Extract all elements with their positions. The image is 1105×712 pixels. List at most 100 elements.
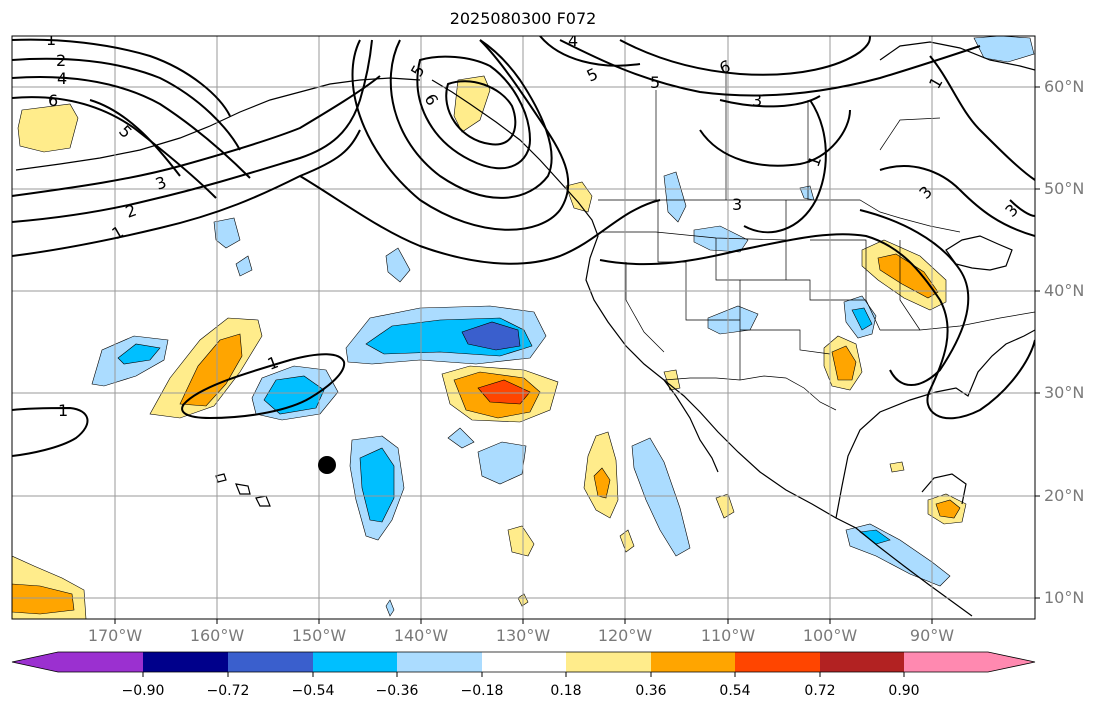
contour-lines (12, 36, 1035, 457)
lon-label-150w: 150°W (291, 626, 347, 645)
contour-3-east-circle (879, 165, 1035, 237)
colorbar-tick-0-18: 0.18 (550, 683, 582, 699)
contour-6-low (445, 80, 517, 146)
colorbar-tick-neg-0-18: −0.18 (460, 683, 504, 699)
contour-us-trough (599, 233, 1035, 420)
anomaly-negative-165w-core (117, 343, 161, 365)
map-title: 2025080300 F072 (449, 9, 597, 28)
lat-label-30n: 30°N (1044, 383, 1085, 402)
contour-4-top (539, 36, 641, 67)
colorbar-tick-0-90: 0.90 (888, 683, 920, 699)
us-canada-border (598, 199, 961, 233)
gridlines (12, 36, 1035, 619)
lon-label-170w: 170°W (87, 626, 143, 645)
contour-5-east (719, 95, 821, 108)
anomaly-negative-small-6 (663, 171, 687, 223)
anomaly-positive-130w-core (477, 379, 531, 405)
contour-label-1: 1 (46, 30, 56, 49)
contour-3-east (699, 109, 851, 167)
state-line-7 (810, 239, 881, 331)
lat-label-10n: 10°N (1044, 588, 1085, 607)
contour-2 (12, 39, 373, 223)
lon-label-120w: 120°W (597, 626, 653, 645)
lon-label-90w: 90°W (909, 626, 955, 645)
contour-6-nw (12, 96, 217, 199)
contour-low-inner1 (389, 39, 553, 199)
contour-1-nw (12, 38, 231, 117)
contour-label-17: 3 (732, 195, 742, 214)
contour-label-2: 2 (56, 51, 66, 70)
us-mexico-border (663, 375, 837, 411)
anomaly-negative-small-2 (477, 441, 527, 485)
contour-east-high-2 (619, 36, 871, 76)
anomaly-positive-nw (17, 103, 79, 153)
great-lakes (945, 235, 1013, 271)
contour-us-trough-2 (859, 209, 970, 386)
contour-label-3: 4 (57, 69, 67, 88)
colorbar-segment-10 (820, 652, 904, 672)
colorbar-segment-9 (735, 652, 820, 672)
contour-ne-1 (929, 55, 1035, 181)
state-line-5 (740, 279, 866, 301)
anomaly-negative-small-4 (235, 255, 253, 277)
colorbar-segment-1 (58, 652, 143, 672)
anomaly-negative-145w-core (359, 447, 395, 523)
lat-label-20n: 20°N (1044, 486, 1085, 505)
lat-label-50n: 50°N (1044, 179, 1085, 198)
anomaly-negative-120w (631, 437, 691, 557)
axis-ticks (114, 86, 1040, 624)
anomaly-positive-120w-core (593, 467, 611, 499)
colorbar-segment-4 (313, 652, 397, 672)
colorbar-segment-5 (397, 652, 482, 672)
colorbar-tick-0-54: 0.54 (719, 683, 751, 699)
location-marker (318, 456, 336, 474)
state-line-10 (880, 311, 1035, 331)
contour-4-nw (12, 76, 251, 179)
colorbar-tick-0-36: 0.36 (635, 683, 667, 699)
colorbar-tick-neg-0-54: −0.54 (291, 683, 335, 699)
lon-label-100w: 100°W (802, 626, 858, 645)
anomaly-negative-small-1 (447, 427, 475, 449)
contour-label-14: 5 (650, 73, 660, 92)
colorbar-segment-2 (143, 652, 228, 672)
contour-1-main (12, 129, 361, 257)
gulf-of-mexico-coast (835, 329, 1035, 519)
lat-label-40n: 40°N (1044, 281, 1085, 300)
contour-2-nw (12, 57, 241, 151)
lon-label-130w: 130°W (495, 626, 551, 645)
colorbar-tick-neg-0-36: −0.36 (375, 683, 419, 699)
state-line-8 (600, 231, 787, 241)
lat-label-60n: 60°N (1044, 77, 1085, 96)
contour-1-loop (181, 353, 346, 420)
hawaii-3 (255, 495, 271, 507)
anomaly-negative-small-7 (693, 225, 749, 253)
colorbar-segment-3 (228, 652, 313, 672)
contour-label-16: 3 (752, 91, 762, 110)
yucatan-coast (921, 473, 967, 505)
contour-1-east (743, 99, 827, 234)
anomaly-positive-small-3 (715, 493, 735, 519)
aleutian-chain (15, 77, 421, 171)
state-line-9 (740, 329, 831, 355)
colorbar-outline (11, 651, 1036, 673)
colorbar-under-triangle (12, 652, 58, 672)
colorbar-segment-6 (482, 652, 566, 672)
anomaly-positive-small-1 (507, 525, 535, 557)
hawaii-2 (235, 483, 251, 495)
anomaly-positive-gulf-core (831, 345, 857, 381)
state-line-11 (899, 240, 921, 331)
colorbar-segment-8 (651, 652, 735, 672)
colorbar-tick-neg-0-72: −0.72 (206, 683, 250, 699)
colorbar-tick-0-72: 0.72 (804, 683, 836, 699)
contour-low-outer (351, 39, 570, 231)
anomaly-negative-135w-core (461, 321, 521, 351)
lon-label-140w: 140°W (393, 626, 449, 645)
anomaly-positive-mw-core (877, 253, 939, 299)
contour-1-central (299, 175, 661, 265)
anomaly-negative-small-10 (385, 599, 395, 617)
colorbar-over-triangle (904, 652, 1035, 672)
anomaly-negative-small-5 (385, 247, 411, 283)
contour-label-13: 4 (568, 31, 578, 50)
contour-1-west (12, 406, 89, 457)
